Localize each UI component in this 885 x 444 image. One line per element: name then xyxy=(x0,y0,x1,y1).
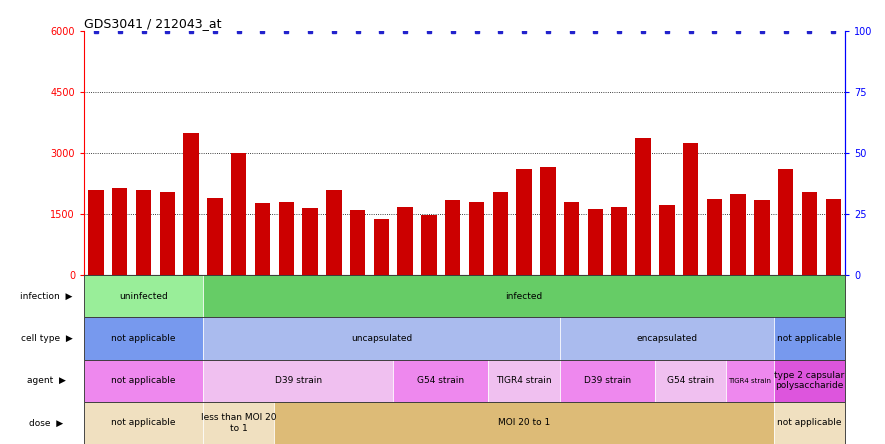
Text: D39 strain: D39 strain xyxy=(584,376,631,385)
Text: less than MOI 20
to 1: less than MOI 20 to 1 xyxy=(201,413,276,432)
Bar xyxy=(88,190,104,275)
Bar xyxy=(564,202,580,275)
Text: uninfected: uninfected xyxy=(119,292,168,301)
Bar xyxy=(159,192,175,275)
Text: GDS3041 / 212043_at: GDS3041 / 212043_at xyxy=(84,17,221,30)
Text: cell type  ▶: cell type ▶ xyxy=(20,334,73,343)
Bar xyxy=(516,170,532,275)
Text: not applicable: not applicable xyxy=(112,334,176,343)
Bar xyxy=(540,167,556,275)
Text: not applicable: not applicable xyxy=(777,418,842,428)
Text: not applicable: not applicable xyxy=(112,418,176,428)
Bar xyxy=(802,192,817,275)
Bar xyxy=(135,190,151,275)
Text: D39 strain: D39 strain xyxy=(274,376,321,385)
Bar xyxy=(588,209,604,275)
Bar xyxy=(469,202,484,275)
Text: agent  ▶: agent ▶ xyxy=(27,376,65,385)
Bar xyxy=(183,133,199,275)
Text: TIGR4 strain: TIGR4 strain xyxy=(496,376,552,385)
Bar xyxy=(421,215,436,275)
Bar xyxy=(683,143,698,275)
Text: encapsulated: encapsulated xyxy=(636,334,697,343)
Text: uncapsulated: uncapsulated xyxy=(350,334,412,343)
Bar xyxy=(826,199,841,275)
Bar xyxy=(635,138,650,275)
Bar xyxy=(112,188,127,275)
Bar xyxy=(373,219,389,275)
Text: dose  ▶: dose ▶ xyxy=(29,418,64,428)
Text: type 2 capsular
polysaccharide: type 2 capsular polysaccharide xyxy=(774,371,844,390)
Text: not applicable: not applicable xyxy=(777,334,842,343)
Bar xyxy=(255,203,270,275)
Text: infection  ▶: infection ▶ xyxy=(20,292,73,301)
Text: MOI 20 to 1: MOI 20 to 1 xyxy=(498,418,550,428)
Text: G54 strain: G54 strain xyxy=(667,376,714,385)
Bar xyxy=(445,200,460,275)
Text: infected: infected xyxy=(505,292,543,301)
Bar xyxy=(659,205,674,275)
Bar xyxy=(279,202,294,275)
Text: TIGR4 strain: TIGR4 strain xyxy=(728,378,772,384)
Bar xyxy=(207,198,223,275)
Bar xyxy=(612,207,627,275)
Bar xyxy=(778,170,794,275)
Bar xyxy=(350,210,366,275)
Bar xyxy=(326,190,342,275)
Bar xyxy=(706,199,722,275)
Text: not applicable: not applicable xyxy=(112,376,176,385)
Bar xyxy=(754,200,770,275)
Bar xyxy=(730,194,746,275)
Bar xyxy=(397,207,413,275)
Bar xyxy=(493,192,508,275)
Text: G54 strain: G54 strain xyxy=(418,376,465,385)
Bar xyxy=(231,153,246,275)
Bar xyxy=(303,208,318,275)
